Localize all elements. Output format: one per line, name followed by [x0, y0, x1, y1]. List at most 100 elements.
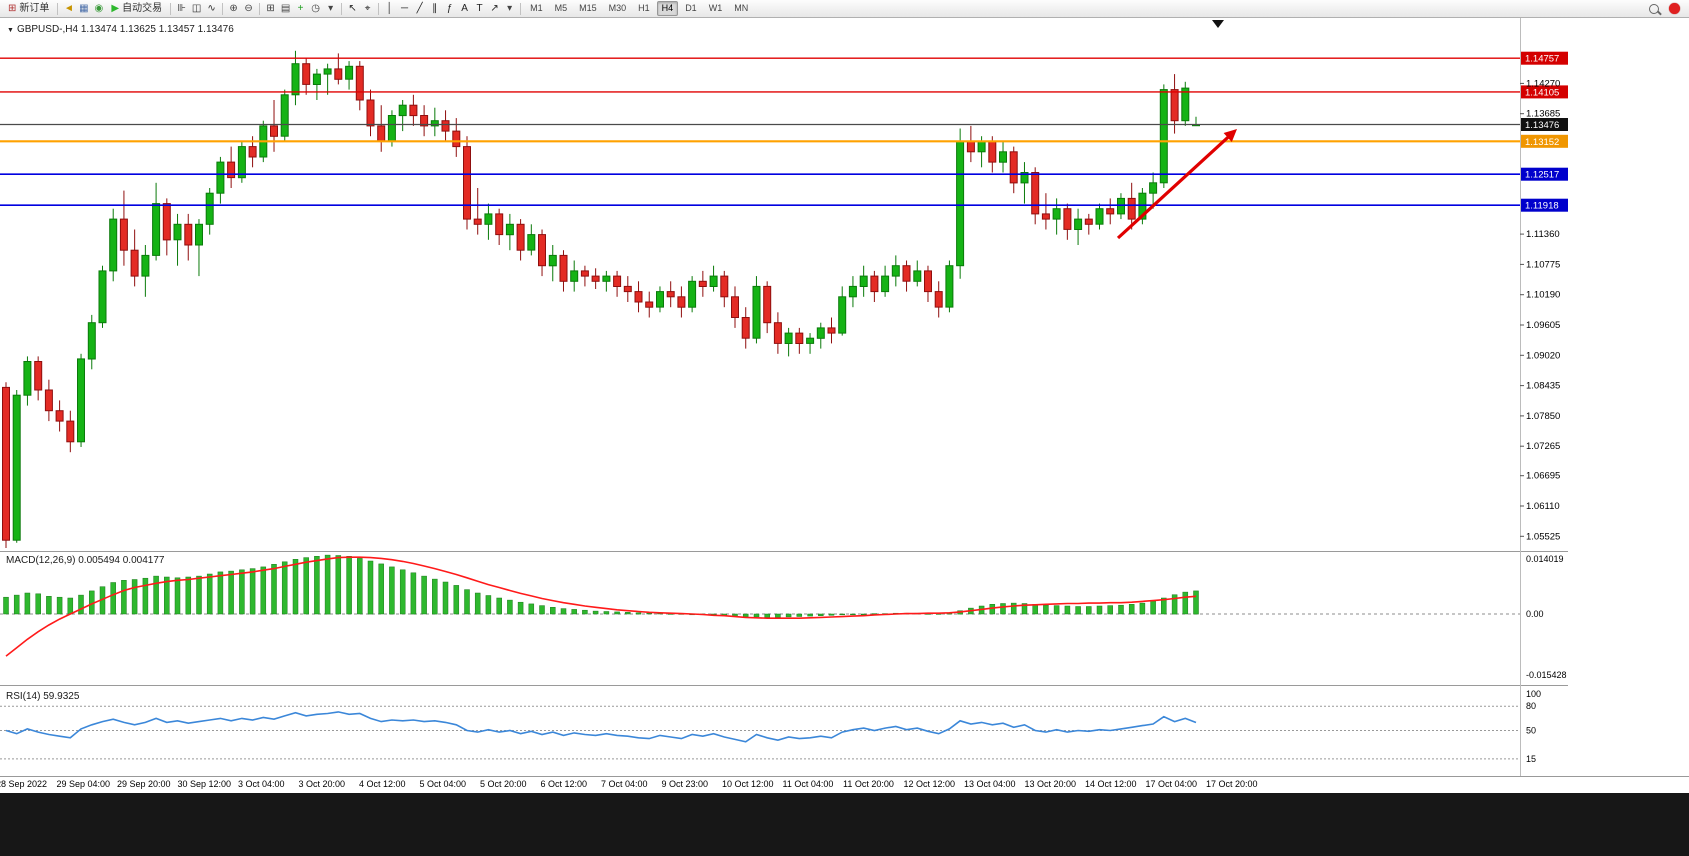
- candle: [291, 63, 300, 96]
- alerts-icon[interactable]: ◄: [61, 1, 76, 17]
- candle: [773, 322, 782, 344]
- new-order-button[interactable]: ⊞ 新订单: [3, 1, 54, 17]
- zoom-out-icon[interactable]: ⊖: [241, 1, 256, 17]
- time-label: 10 Oct 12:00: [722, 779, 774, 789]
- macd-histogram-bar: [560, 608, 567, 615]
- candle: [1041, 213, 1050, 220]
- arrows-dropdown-icon[interactable]: ▾: [502, 1, 517, 17]
- candle: [420, 115, 429, 127]
- macd-histogram-bar: [432, 578, 438, 615]
- crosshair-icon[interactable]: ⌖: [360, 1, 375, 17]
- candle: [548, 254, 557, 267]
- notification-badge[interactable]: [1669, 3, 1680, 14]
- macd-histogram-bar: [464, 589, 470, 615]
- macd-histogram-bar: [260, 566, 267, 615]
- candle: [731, 296, 739, 318]
- trend-arrow-head[interactable]: [1223, 129, 1237, 142]
- time-axis[interactable]: 28 Sep 2022 29 Sep 04:00 29 Sep 20:00 30 Se…: [0, 776, 1689, 793]
- search-icon[interactable]: [1649, 3, 1659, 14]
- candle: [1138, 192, 1147, 220]
- timeframe-h4-button[interactable]: H4: [656, 1, 679, 16]
- candle: [677, 296, 686, 308]
- toolbar-separator: [520, 2, 522, 15]
- time-label: 28 Sep 2022: [0, 779, 48, 789]
- chart-canvas[interactable]: 1.14757 1.14105 1.13476 1.13152 1.12517 1.119…: [0, 18, 1689, 776]
- macd-histogram-bar: [3, 596, 9, 615]
- indicators-icon[interactable]: +: [293, 1, 308, 17]
- candle: [806, 337, 815, 344]
- text-label-icon[interactable]: T: [472, 1, 487, 17]
- macd-histogram-bar: [1096, 605, 1103, 615]
- candle: [141, 254, 150, 277]
- price-tick-label: 1.10775: [1526, 259, 1560, 270]
- macd-histogram-bar: [775, 613, 781, 618]
- cursor-icon[interactable]: ↖: [345, 1, 360, 17]
- candle: [956, 140, 965, 267]
- tile-windows-icon[interactable]: ⊞: [263, 1, 278, 17]
- candle: [795, 332, 804, 345]
- candle: [538, 234, 546, 267]
- candle: [98, 270, 107, 324]
- candle: [848, 285, 857, 298]
- timeframe-m30-button[interactable]: M30: [608, 3, 627, 13]
- macd-histogram-bar: [303, 557, 309, 615]
- time-label: 29 Sep 20:00: [117, 779, 171, 789]
- candle: [334, 68, 343, 80]
- timeframe-m1-button[interactable]: M1: [530, 3, 543, 13]
- templates-dropdown-icon[interactable]: ▾: [323, 1, 338, 17]
- price-line-label-box: [1521, 198, 1568, 212]
- candle: [881, 275, 890, 293]
- time-label: 7 Oct 04:00: [601, 779, 648, 789]
- time-label: 6 Oct 12:00: [540, 779, 588, 789]
- macd-histogram-bar: [142, 577, 149, 615]
- time-label: 14 Oct 12:00: [1085, 779, 1137, 789]
- text-icon[interactable]: A: [457, 1, 472, 17]
- arrows-icon[interactable]: ↗: [487, 1, 502, 17]
- horizontal-line-icon[interactable]: ─: [397, 1, 412, 17]
- candlestick-chart-icon[interactable]: ◫: [189, 1, 204, 17]
- candle: [891, 265, 900, 277]
- macd-histogram-bar: [742, 613, 749, 618]
- fibonacci-icon[interactable]: ƒ: [442, 1, 457, 17]
- macd-histogram-bar: [646, 612, 652, 615]
- candle: [1084, 218, 1093, 225]
- price-tick-label: 1.05525: [1526, 531, 1560, 542]
- timeframe-mn-button[interactable]: MN: [734, 3, 749, 13]
- sound-icon[interactable]: ◉: [91, 1, 106, 17]
- periods-icon[interactable]: ◷: [308, 1, 323, 17]
- timeframe-m15-button[interactable]: M15: [579, 3, 597, 13]
- channel-icon[interactable]: ∥: [427, 1, 442, 17]
- macd-histogram-bar: [67, 597, 74, 615]
- macd-histogram-bar: [989, 604, 996, 615]
- trendline-icon[interactable]: ╱: [412, 1, 427, 17]
- arrows-dropdown-icon-icon: ▾: [507, 2, 513, 14]
- candle: [1149, 182, 1158, 194]
- macd-histogram-bar: [378, 563, 384, 615]
- line-chart-icon[interactable]: ∿: [204, 1, 219, 17]
- candle: [312, 73, 321, 85]
- market-watch-icon[interactable]: ▦: [76, 1, 91, 17]
- time-label: 11 Oct 20:00: [843, 779, 894, 789]
- timeframe-h1-button[interactable]: H1: [638, 3, 650, 13]
- macd-histogram-bar: [753, 613, 760, 618]
- candle: [580, 270, 589, 277]
- trend-arrow-line[interactable]: [1116, 133, 1233, 240]
- macd-histogram-bar: [1118, 604, 1124, 615]
- cascade-windows-icon[interactable]: ▤: [278, 1, 293, 17]
- macd-histogram-bar: [228, 570, 234, 615]
- timeframe-w1-button[interactable]: W1: [708, 3, 723, 13]
- candle: [227, 161, 236, 179]
- timeframe-m5-button[interactable]: M5: [554, 3, 568, 13]
- vertical-line-icon[interactable]: │: [382, 1, 397, 17]
- autotrading-button[interactable]: ▶ 自动交易: [106, 1, 167, 17]
- candle: [484, 213, 493, 225]
- price-tick-label: 1.09605: [1526, 320, 1560, 331]
- zoom-in-icon[interactable]: ⊕: [226, 1, 241, 17]
- candle: [398, 104, 407, 117]
- timeframe-d1-button[interactable]: D1: [685, 3, 697, 13]
- candle: [999, 151, 1007, 163]
- bar-chart-icon[interactable]: ⊪: [174, 1, 189, 17]
- candle: [1095, 208, 1104, 225]
- candle: [709, 275, 718, 288]
- toolbar-right: [1649, 3, 1686, 14]
